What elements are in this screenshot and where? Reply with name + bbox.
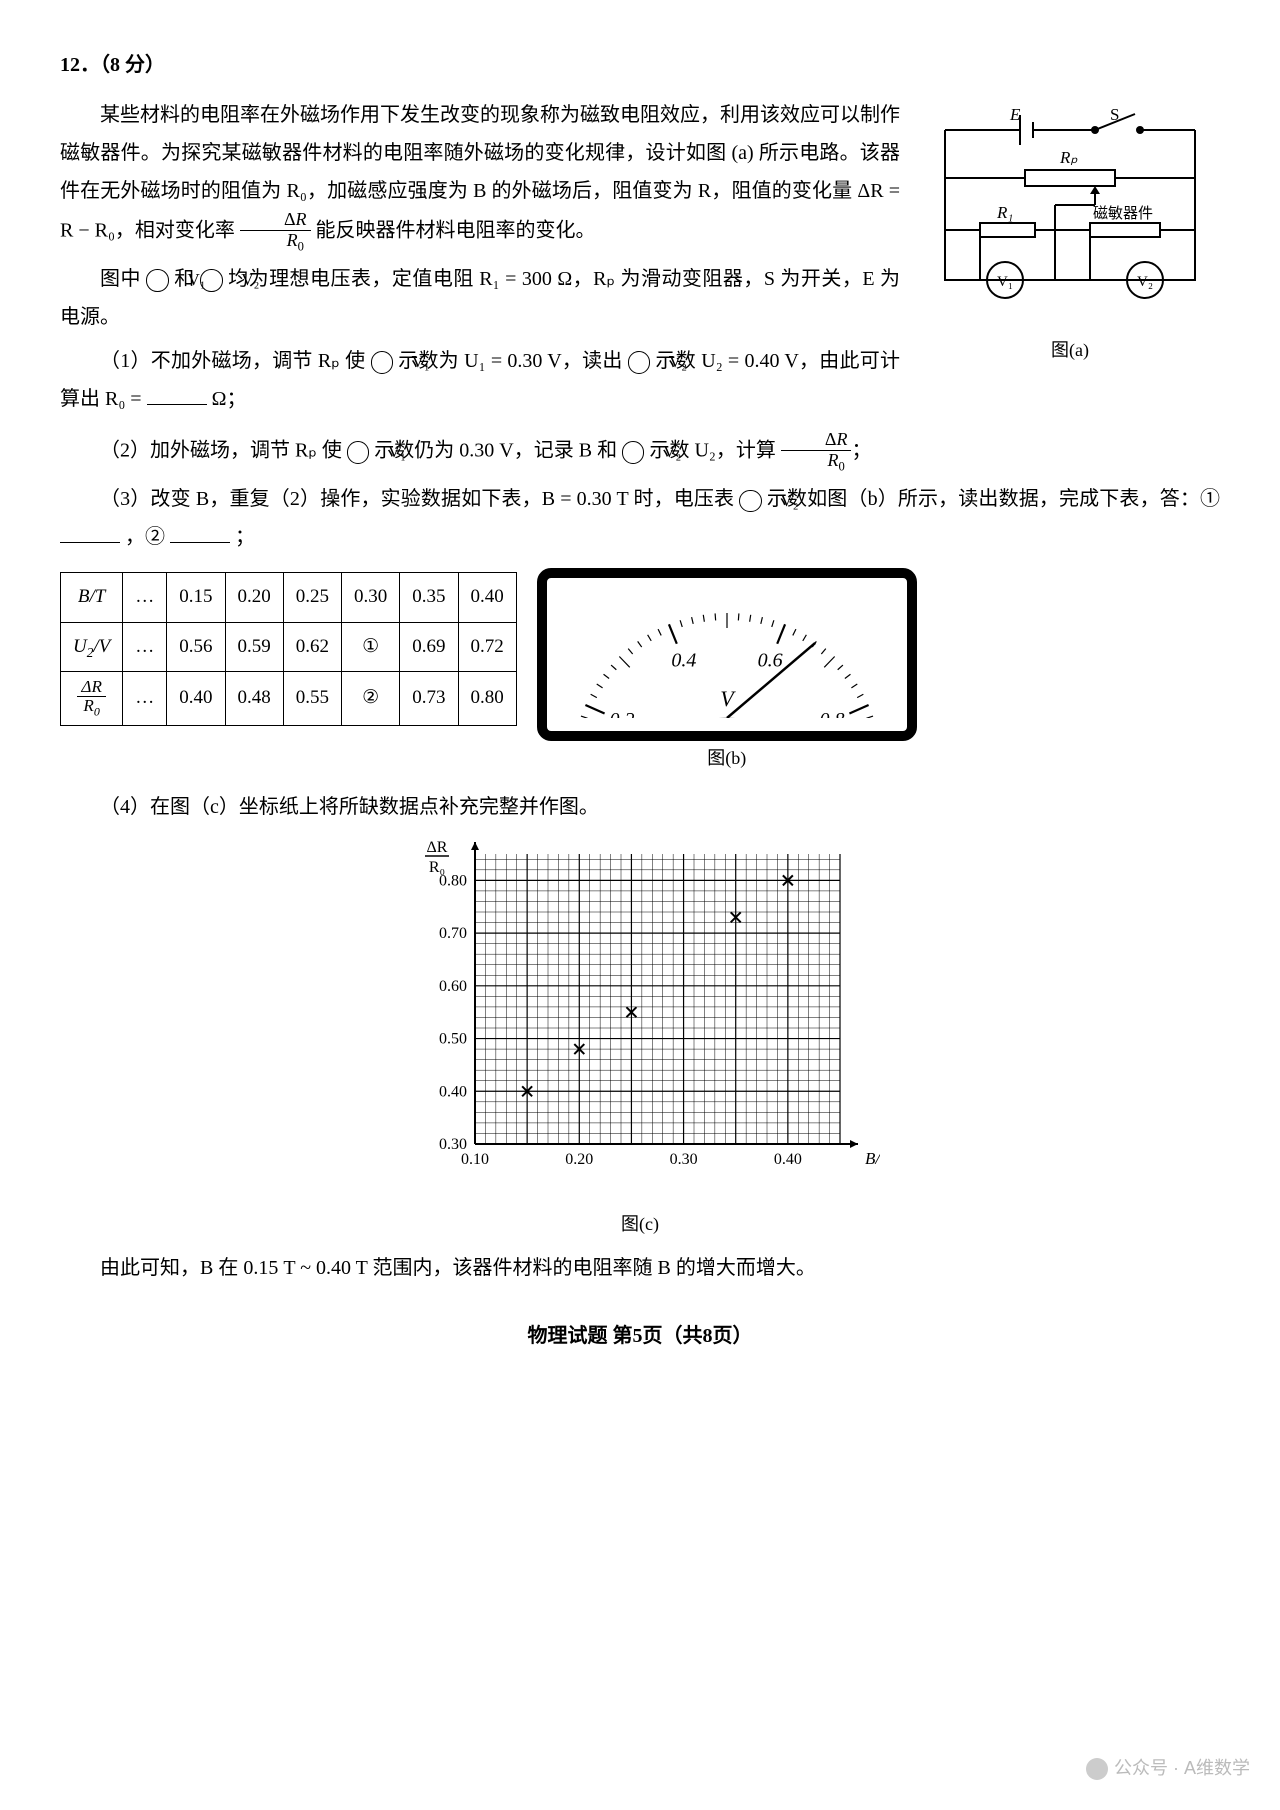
conclusion: 由此可知，B 在 0.15 T ~ 0.40 T 范围内，该器件材料的电阻率随 … — [60, 1249, 1220, 1287]
grid-caption: 图(c) — [60, 1207, 1220, 1241]
svg-text:0.40: 0.40 — [774, 1151, 802, 1168]
svg-text:Rₚ: Rₚ — [1059, 148, 1078, 167]
table-row: ΔRR0…0.400.480.55②0.730.80 — [61, 671, 517, 725]
watermark: 公众号 · A维数学 — [1086, 1751, 1250, 1785]
grid-chart: 0.100.200.300.400.300.400.500.600.700.80… — [400, 834, 880, 1194]
svg-text:S: S — [1110, 105, 1119, 124]
data-table: B/T…0.150.200.250.300.350.40 U2/V…0.560.… — [60, 572, 517, 726]
svg-text:0.20: 0.20 — [565, 1151, 593, 1168]
svg-text:0.4: 0.4 — [671, 650, 696, 672]
svg-text:R₁: R₁ — [996, 203, 1013, 222]
circuit-figure: E S Rₚ R₁ 磁敏器件 V₁ V₂ 图(a) — [920, 100, 1220, 367]
grid-chart-wrap: 0.100.200.300.400.300.400.500.600.700.80… — [60, 834, 1220, 1241]
svg-text:0.30: 0.30 — [439, 1136, 467, 1153]
svg-text:0.6: 0.6 — [757, 650, 782, 672]
svg-text:0.30: 0.30 — [670, 1151, 698, 1168]
svg-text:0.10: 0.10 — [461, 1151, 489, 1168]
page-footer: 物理试题 第5页（共8页） — [60, 1317, 1220, 1355]
question-number: 12．（8 分） — [60, 46, 1220, 84]
voltmeter-figure: 00.20.40.60.81V 图(b) — [537, 568, 917, 775]
table-meter-row: B/T…0.150.200.250.300.350.40 U2/V…0.560.… — [60, 568, 1220, 775]
data-table-wrap: B/T…0.150.200.250.300.350.40 U2/V…0.560.… — [60, 568, 517, 730]
circuit-caption: 图(a) — [920, 333, 1220, 367]
svg-text:0.70: 0.70 — [439, 925, 467, 942]
svg-text:V₂: V₂ — [1137, 274, 1153, 290]
svg-text:R₀: R₀ — [429, 859, 445, 876]
table-row: B/T…0.150.200.250.300.350.40 — [61, 573, 517, 622]
svg-text:磁敏器件: 磁敏器件 — [1093, 205, 1153, 222]
svg-text:0.8: 0.8 — [819, 710, 844, 719]
voltmeter-dial: 00.20.40.60.81V — [547, 578, 907, 718]
svg-text:E: E — [1009, 105, 1021, 124]
svg-text:V: V — [720, 686, 736, 711]
svg-text:ΔR: ΔR — [427, 839, 448, 856]
svg-text:0.50: 0.50 — [439, 1030, 467, 1047]
circuit-diagram: E S Rₚ R₁ 磁敏器件 V₁ V₂ — [925, 100, 1215, 320]
sub-q2: （2）加外磁场，调节 Rₚ 使 V₁ 示数仍为 0.30 V，记录 B 和 V₂… — [60, 430, 1220, 474]
svg-text:B/T: B/T — [865, 1149, 880, 1168]
sub-q3: （3）改变 B，重复（2）操作，实验数据如下表，B = 0.30 T 时，电压表… — [60, 480, 1220, 556]
meter-caption: 图(b) — [537, 741, 917, 775]
svg-text:0.60: 0.60 — [439, 977, 467, 994]
sub-q4: （4）在图（c）坐标纸上将所缺数据点补充完整并作图。 — [60, 788, 1220, 826]
svg-text:0.2: 0.2 — [609, 710, 634, 719]
svg-text:V₁: V₁ — [997, 274, 1013, 290]
table-row: U2/V…0.560.590.62①0.690.72 — [61, 622, 517, 671]
svg-text:0.40: 0.40 — [439, 1083, 467, 1100]
question-body: E S Rₚ R₁ 磁敏器件 V₁ V₂ 图(a) 某些材料的电阻率在外磁场作用… — [60, 90, 1220, 424]
